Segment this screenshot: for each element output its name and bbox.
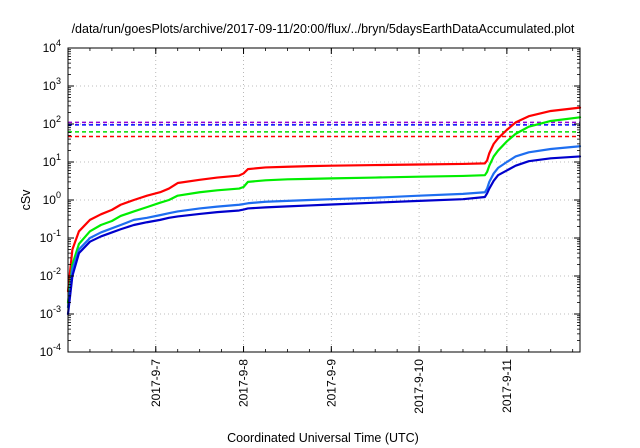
x-tick-label: 2017-9-10 [412,359,426,414]
series-line [66,106,582,293]
y-tick-label: 102 [43,114,61,131]
y-tick-label: 10-3 [40,304,61,321]
threshold-lines [68,121,580,138]
y-tick-label: 100 [43,190,61,207]
y-tick-label: 104 [43,38,61,55]
series-lines [66,106,582,316]
y-tick-label: 10-2 [40,266,61,283]
y-tick-label: 101 [43,152,61,169]
x-tick-label: 2017-9-11 [500,359,514,413]
axis-ticks [67,47,580,353]
x-tick-label: 2017-9-9 [324,359,338,407]
x-tick-label: 2017-9-7 [149,359,163,407]
x-tick-labels: 2017-9-7 2017-9-8 2017-9-9 2017-9-10 2017-9-… [149,359,514,414]
chart-title: /data/run/goesPlots/archive/2017-09-11/2… [72,22,575,36]
y-tick-label: 10-4 [40,342,61,359]
y-tick-label: 10-1 [40,228,61,245]
y-tick-labels: 10-4 10-3 10-2 10-1 100 101 102 103 104 [40,38,61,359]
y-tick-label: 103 [43,76,61,93]
x-tick-label: 2017-9-8 [237,359,251,407]
series-line [66,116,582,304]
series-line [66,145,582,309]
x-axis-label: Coordinated Universal Time (UTC) [227,431,419,445]
y-axis-label: cSv [19,189,33,211]
series-line [66,155,582,316]
